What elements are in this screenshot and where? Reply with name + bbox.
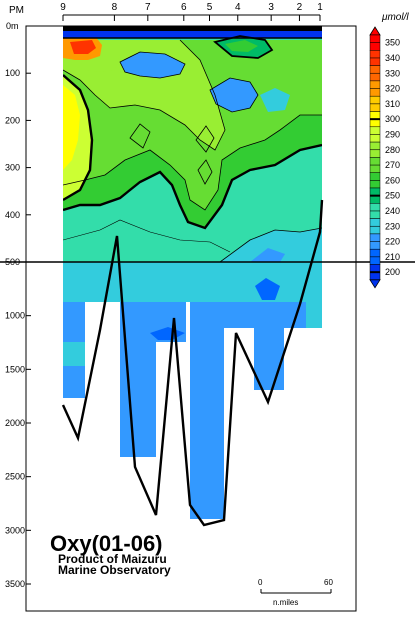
station-label: 7 <box>145 2 151 13</box>
colorbar-level-label: 240 <box>385 206 400 216</box>
depth-tick-label: 200 <box>5 115 20 125</box>
depth-tick-label: 1000 <box>5 311 25 321</box>
station-axis: PM 9 8 7 6 5 4 3 2 1 <box>9 2 323 21</box>
colorbar-level-label: 330 <box>385 68 400 78</box>
depth-tick-label: 1500 <box>5 364 25 374</box>
colorbar-level-label: 220 <box>385 237 400 247</box>
depth-tick-label: 2500 <box>5 472 25 482</box>
chart-title: Oxy(01-06) <box>50 531 163 556</box>
station-label: 2 <box>297 2 303 13</box>
scale-bar: 0 60 n.miles <box>258 578 333 607</box>
colorbar-level-label: 270 <box>385 160 400 170</box>
colorbar-cap-bottom <box>369 279 381 289</box>
upper-contour-section <box>63 26 322 262</box>
subtitle-line-1: Product of Maizuru <box>58 552 167 566</box>
depth-tick-label: 400 <box>5 210 20 220</box>
depth-tick-label: 500 <box>5 257 20 267</box>
colorbar-level-label: 280 <box>385 145 400 155</box>
scale-bar-unit: n.miles <box>273 598 298 607</box>
colorbar-level-label: 210 <box>385 252 400 262</box>
depth-tick-label: 100 <box>5 68 20 78</box>
bottom-profile-line <box>61 199 324 527</box>
station-label: 1 <box>317 2 323 13</box>
colorbar-level-label: 250 <box>385 191 400 201</box>
depth-axis: 0m 100 200 300 400 500 1000 1500 2000 2500 3000 350… <box>5 21 31 589</box>
colorbar-level-label: 300 <box>385 114 400 124</box>
colorbar-unit: μmol/l <box>381 12 409 23</box>
lower-section <box>63 262 322 519</box>
colorbar-level-label: 290 <box>385 129 400 139</box>
colorbar-level-label: 200 <box>385 267 400 277</box>
subtitle-line-2: Marine Observatory <box>58 563 171 577</box>
station-label: 4 <box>235 2 241 13</box>
depth-tick-label: 300 <box>5 163 20 173</box>
depth-tick-label: 0m <box>6 21 19 31</box>
colorbar-cap-top <box>369 26 381 36</box>
colorbar-level-label: 350 <box>385 38 400 48</box>
scale-bar-end: 60 <box>324 578 333 587</box>
station-label: 5 <box>207 2 213 13</box>
station-label: 6 <box>181 2 187 13</box>
colorbar-level-label: 340 <box>385 53 400 63</box>
station-axis-label: PM <box>9 5 24 16</box>
colorbar-level-label: 320 <box>385 84 400 94</box>
scale-bar-start: 0 <box>258 578 263 587</box>
colorbar-level-label: 230 <box>385 221 400 231</box>
depth-tick-label: 3000 <box>5 525 25 535</box>
station-label: 9 <box>60 2 66 13</box>
station-label: 3 <box>268 2 274 13</box>
depth-tick-label: 2000 <box>5 418 25 428</box>
depth-tick-label: 3500 <box>5 579 25 589</box>
colorbar: μmol/l 350 340 330 320 310 300 290 280 270 260 250… <box>369 12 409 289</box>
colorbar-level-label: 260 <box>385 175 400 185</box>
colorbar-level-label: 310 <box>385 99 400 109</box>
station-label: 8 <box>112 2 118 13</box>
